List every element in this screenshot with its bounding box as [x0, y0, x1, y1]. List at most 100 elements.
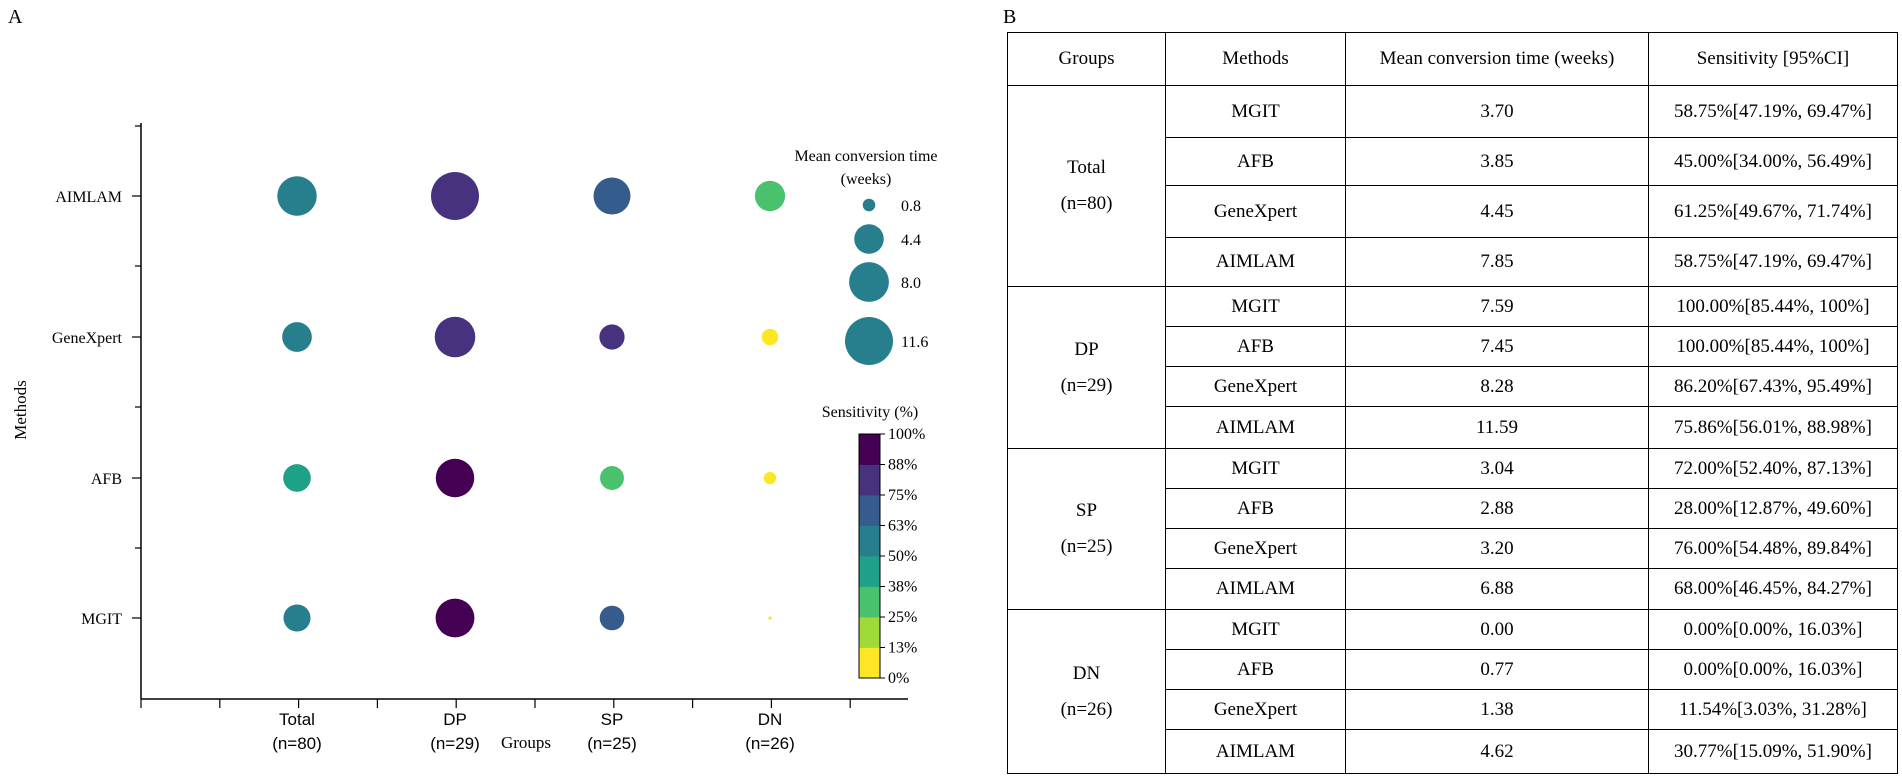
method-cell: GeneXpert [1165, 528, 1346, 569]
bubble-aimlam-dp [431, 172, 479, 220]
table-row: Total (n=80) MGIT 3.70 58.75%[47.19%, 69.47%… [1007, 85, 1898, 287]
panel-a-label: A [8, 6, 23, 28]
sensitivity-cell: 45.00%[34.00%, 56.49%] [1648, 137, 1898, 186]
sensitivity-cell: 86.20%[67.43%, 95.49%] [1648, 366, 1898, 407]
group-name: SP [1075, 500, 1098, 521]
bubble-aimlam-dn [754, 180, 786, 212]
x-tick-label: DP [443, 710, 467, 729]
group-cell: Total (n=80) [1007, 85, 1166, 287]
bubble-mgit-total [283, 604, 311, 632]
group-name: DN [1072, 662, 1101, 684]
colorbar-segment [859, 556, 880, 587]
size-legend-bubble [854, 224, 884, 254]
y-tick-label: AFB [91, 471, 122, 488]
group-name: Total [1067, 157, 1106, 178]
table-row: SP (n=25) MGIT 3.04 72.00%[52.40%, 87.13%] [1007, 448, 1898, 610]
method-cell: AFB [1165, 649, 1346, 690]
sensitivity-cell: 100.00%[85.44%, 100%] [1648, 326, 1898, 367]
time-cell: 1.38 [1345, 689, 1649, 730]
y-tick-label: AIMLAM [55, 189, 122, 206]
colorbar-tick-label: 88% [888, 457, 917, 474]
size-legend-bubble [849, 262, 889, 302]
bubble-afb-dn [763, 471, 777, 485]
group-n: (n=80) [1060, 193, 1113, 214]
bubble-aimlam-sp [593, 177, 631, 215]
method-cell: MGIT [1165, 609, 1346, 650]
method-cell: AFB [1165, 137, 1346, 186]
colorbar-segment [859, 617, 880, 648]
size-legend-bubble [862, 198, 876, 212]
y-tick-label: GeneXpert [52, 330, 123, 347]
table-row: AIMLAM 11.59 75.86%[56.01%, 88.98%] [1008, 406, 1898, 449]
sensitivity-cell: 0.00%[0.00%, 16.03%] [1648, 649, 1898, 690]
time-cell: 3.04 [1345, 448, 1649, 489]
time-cell: 4.62 [1345, 729, 1649, 774]
table-row: DP (n=29) MGIT 7.59 100.00%[85.44%, 100%] [1007, 286, 1898, 449]
table-row: GeneXpert 1.38 11.54%[3.03%, 31.28%] [1008, 689, 1898, 730]
colorbar-tick-label: 38% [888, 579, 917, 596]
time-cell: 0.00 [1345, 609, 1649, 650]
time-cell: 3.85 [1345, 137, 1649, 186]
colorbar-segment [859, 434, 880, 465]
x-axis-title: Groups [501, 733, 551, 752]
colorbar-tick-label: 13% [888, 640, 917, 657]
bubble-afb-dp [435, 458, 475, 498]
method-cell: AIMLAM [1165, 729, 1346, 774]
time-cell: 11.59 [1345, 406, 1649, 449]
method-cell: AIMLAM [1165, 237, 1346, 287]
sensitivity-cell: 58.75%[47.19%, 69.47%] [1648, 237, 1898, 287]
colorbar-segment [859, 586, 880, 618]
bubble-chart: MGIT AFB GeneXpert AIMLAM Total (n=80) DP (n=29… [11, 123, 938, 753]
table-row: AIMLAM 4.62 30.77%[15.09%, 51.90%] [1008, 729, 1898, 774]
sensitivity-cell: 11.54%[3.03%, 31.28%] [1648, 689, 1898, 730]
x-tick-sublabel: (n=80) [272, 734, 322, 753]
method-cell: GeneXpert [1165, 366, 1346, 407]
sensitivity-cell: 100.00%[85.44%, 100%] [1648, 286, 1898, 327]
header-groups: Groups [1007, 32, 1166, 86]
sensitivity-cell: 30.77%[15.09%, 51.90%] [1648, 729, 1898, 774]
size-legend-label: 4.4 [901, 232, 921, 249]
table-row: AFB 0.77 0.00%[0.00%, 16.03%] [1008, 649, 1898, 690]
colorbar-tick-label: 75% [888, 487, 917, 504]
bubble-mgit-sp [599, 605, 625, 631]
size-legend-title: Mean conversion time [794, 148, 937, 165]
time-cell: 3.20 [1345, 528, 1649, 569]
time-cell: 0.77 [1345, 649, 1649, 690]
header-mean-time: Mean conversion time (weeks) [1345, 32, 1649, 86]
method-cell: AFB [1165, 326, 1346, 367]
y-tick-label: MGIT [81, 611, 122, 628]
header-methods: Methods [1165, 32, 1346, 86]
group-name: DP [1074, 338, 1099, 360]
bubble-genexpert-dn [761, 328, 779, 346]
table-row: GeneXpert 8.28 86.20%[67.43%, 95.49%] [1008, 366, 1898, 407]
colorbar-tick-label: 63% [888, 518, 917, 535]
x-tick-sublabel: (n=26) [745, 734, 795, 753]
method-cell: AFB [1165, 488, 1346, 529]
size-legend-label: 11.6 [901, 334, 928, 351]
method-cell: MGIT [1165, 85, 1346, 138]
colorbar-tick-label: 25% [888, 609, 917, 626]
sensitivity-cell: 58.75%[47.19%, 69.47%] [1648, 85, 1898, 138]
method-cell: AIMLAM [1165, 406, 1346, 449]
sensitivity-cell: 61.25%[49.67%, 71.74%] [1648, 185, 1898, 238]
method-cell: MGIT [1165, 286, 1346, 327]
sensitivity-cell: 72.00%[52.40%, 87.13%] [1648, 448, 1898, 489]
bubble-aimlam-total [277, 176, 317, 216]
group-n: (n=25) [1060, 536, 1113, 557]
table-row: DN (n=26) MGIT 0.00 0.00%[0.00%, 16.03%] [1007, 609, 1898, 774]
size-legend-bubble [845, 317, 893, 365]
colorbar-segment [859, 464, 880, 496]
panel-b-label: B [1003, 6, 1017, 28]
group-cell: SP (n=25) [1007, 448, 1166, 610]
method-cell: AIMLAM [1165, 568, 1346, 610]
method-cell: MGIT [1165, 448, 1346, 489]
table-row: AIMLAM 6.88 68.00%[46.45%, 84.27%] [1008, 568, 1898, 610]
time-cell: 2.88 [1345, 488, 1649, 529]
x-tick-sublabel: (n=29) [430, 734, 480, 753]
colorbar-tick-label: 100% [888, 426, 925, 443]
size-legend-label: 8.0 [901, 275, 921, 292]
table-header-row: Groups Methods Mean conversion time (wee… [1007, 32, 1898, 86]
time-cell: 8.28 [1345, 366, 1649, 407]
bubble-genexpert-dp [434, 316, 476, 358]
bubble-mgit-dp [435, 598, 475, 638]
